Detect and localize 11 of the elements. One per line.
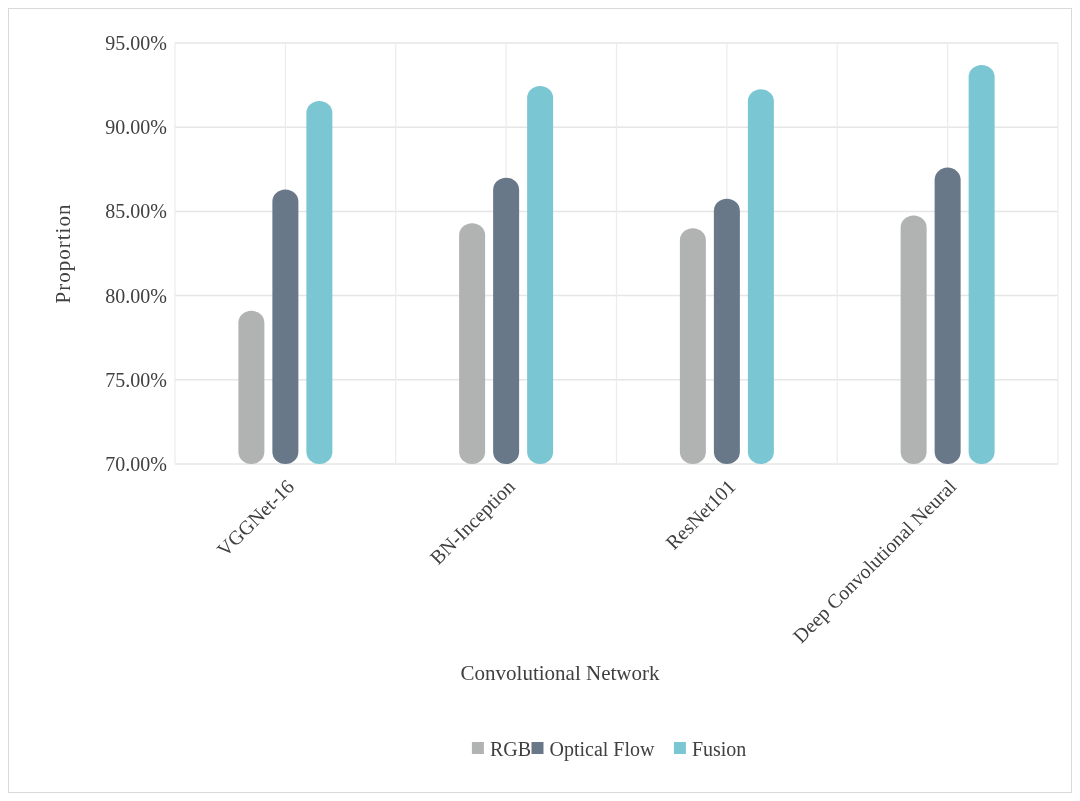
- legend-label: Optical Flow: [549, 738, 656, 761]
- x-axis-title: Convolutional Network: [460, 661, 660, 685]
- y-tick-label: 80.00%: [105, 284, 167, 307]
- y-tick-label: 70.00%: [105, 453, 167, 475]
- legend-label: RGB: [489, 738, 532, 760]
- y-tick-label: 95.00%: [105, 32, 167, 54]
- y-tick-label: 75.00%: [105, 368, 167, 391]
- y-tick-label: 85.00%: [105, 200, 167, 223]
- y-tick-label: 90.00%: [105, 116, 167, 139]
- y-axis-title: Proportion: [51, 203, 75, 304]
- legend-label: Fusion: [691, 738, 747, 760]
